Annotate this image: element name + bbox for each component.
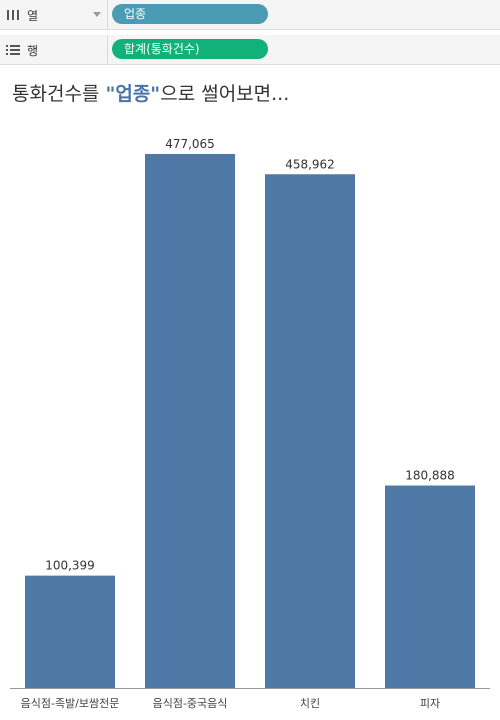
- bar-value-label-0: 100,399: [45, 559, 95, 573]
- columns-shelf-label-area[interactable]: 열: [0, 0, 108, 29]
- bar-2[interactable]: [265, 174, 355, 688]
- chart-title-prefix: 통화건수를: [12, 83, 106, 105]
- rows-shelf-label: 행: [27, 44, 39, 58]
- bar-1[interactable]: [145, 154, 235, 688]
- chart-title-suffix: 으로 썰어보면...: [160, 83, 290, 105]
- columns-pill-industry[interactable]: 업종: [112, 4, 268, 24]
- category-label-2: 치킨: [300, 697, 320, 710]
- rows-pill-sum-call-count[interactable]: 합계(통화건수): [112, 39, 268, 59]
- bar-value-label-1: 477,065: [165, 137, 215, 151]
- chart-title: 통화건수를 "업종"으로 썰어보면...: [12, 79, 289, 106]
- columns-dropdown-icon[interactable]: [93, 12, 101, 17]
- columns-shelf-label: 열: [27, 9, 39, 23]
- category-label-3: 피자: [420, 697, 440, 710]
- rows-shelf-label-area[interactable]: 행: [0, 35, 108, 64]
- bar-value-label-2: 458,962: [285, 157, 335, 171]
- bar-chart: 100,399 음식점-족발/보쌈전문 477,065 음식점-중국음식 458,962…: [10, 137, 490, 710]
- category-label-1: 음식점-중국음식: [153, 697, 228, 710]
- columns-shelf: 열 업종: [0, 0, 500, 30]
- rows-shelf-icon: [6, 45, 20, 55]
- chart-title-highlight: "업종": [105, 83, 161, 105]
- bar-0[interactable]: [25, 575, 115, 688]
- columns-shelf-icon: [7, 10, 19, 20]
- rows-shelf: 행 합계(통화건수): [0, 35, 500, 65]
- category-label-0: 음식점-족발/보쌈전문: [21, 697, 120, 710]
- bar-value-label-3: 180,888: [405, 469, 455, 483]
- bar-3[interactable]: [385, 485, 475, 688]
